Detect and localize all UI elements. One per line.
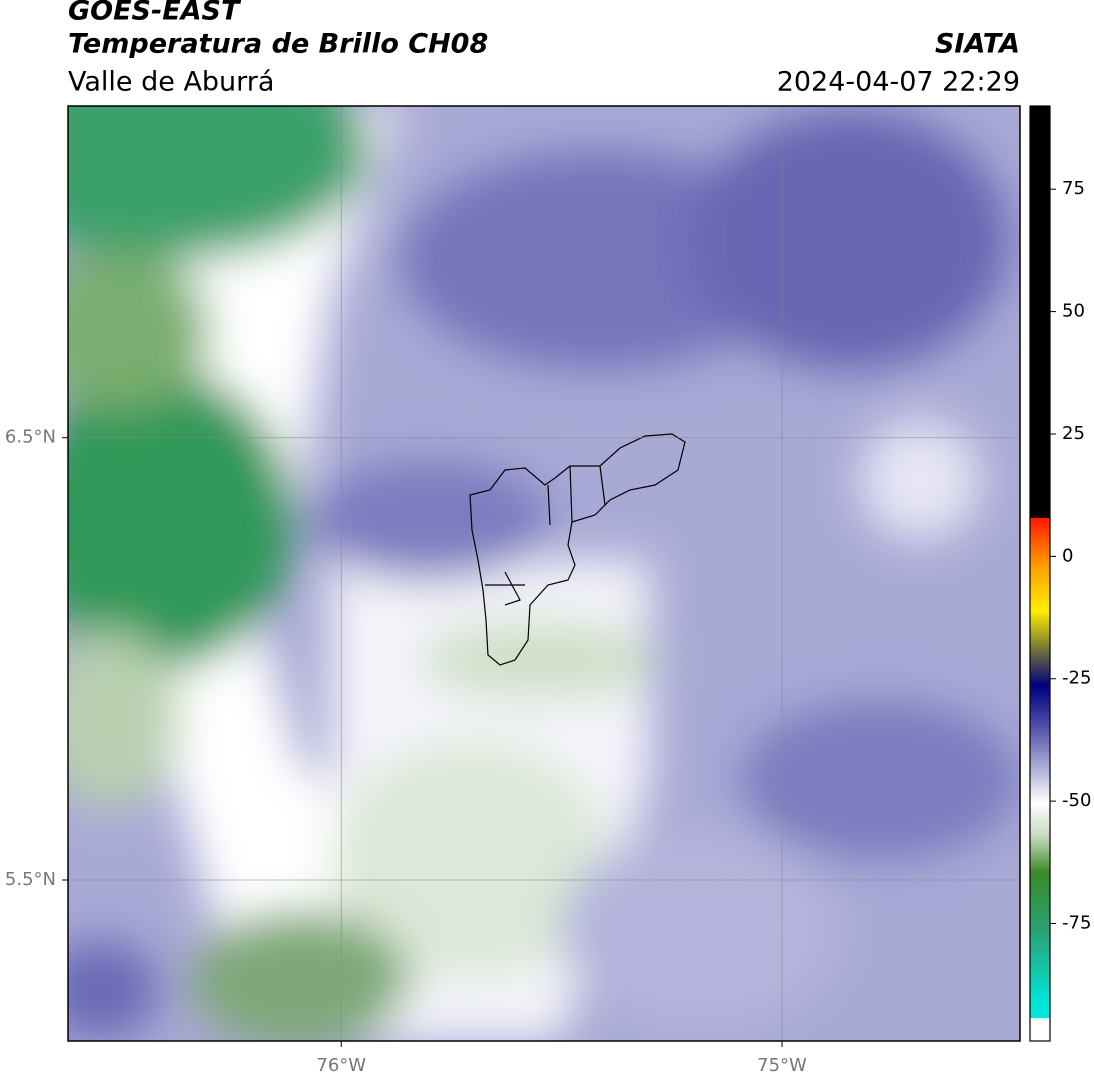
x-tick-label: 76°W (316, 1055, 366, 1076)
colorbar-tick-label: -75 (1062, 913, 1091, 934)
map-field (68, 106, 1020, 1041)
colorbar-tick-label: 25 (1062, 423, 1085, 444)
colorbar-tick-label: 50 (1062, 301, 1085, 322)
source: SIATA (935, 29, 1020, 60)
timestamp: 2024-04-07 22:29 (777, 67, 1020, 98)
subtitle: Temperatura de Brillo CH08 (68, 29, 488, 60)
colorbar-tick-label: 0 (1062, 545, 1073, 566)
colorbar-tick-label: -50 (1062, 790, 1091, 811)
title: GOES-EAST (68, 0, 242, 27)
colorbar-tick-label: 75 (1062, 178, 1085, 199)
y-tick-label: 6.5°N (5, 427, 56, 448)
colorbar (1029, 105, 1051, 1042)
region: Valle de Aburrá (68, 67, 274, 98)
colorbar-tick-label: -25 (1062, 668, 1091, 689)
y-tick-label: 5.5°N (5, 869, 56, 890)
x-tick-label: 75°W (757, 1055, 807, 1076)
map-frame (67, 105, 1021, 1042)
graticule (68, 106, 1020, 1041)
